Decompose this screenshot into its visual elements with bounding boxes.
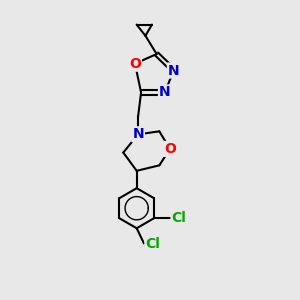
Text: N: N	[168, 64, 179, 77]
Text: O: O	[129, 57, 141, 71]
Text: N: N	[159, 85, 171, 100]
Text: Cl: Cl	[146, 236, 160, 250]
Text: N: N	[132, 127, 144, 141]
Text: O: O	[164, 142, 176, 156]
Text: Cl: Cl	[172, 211, 187, 225]
